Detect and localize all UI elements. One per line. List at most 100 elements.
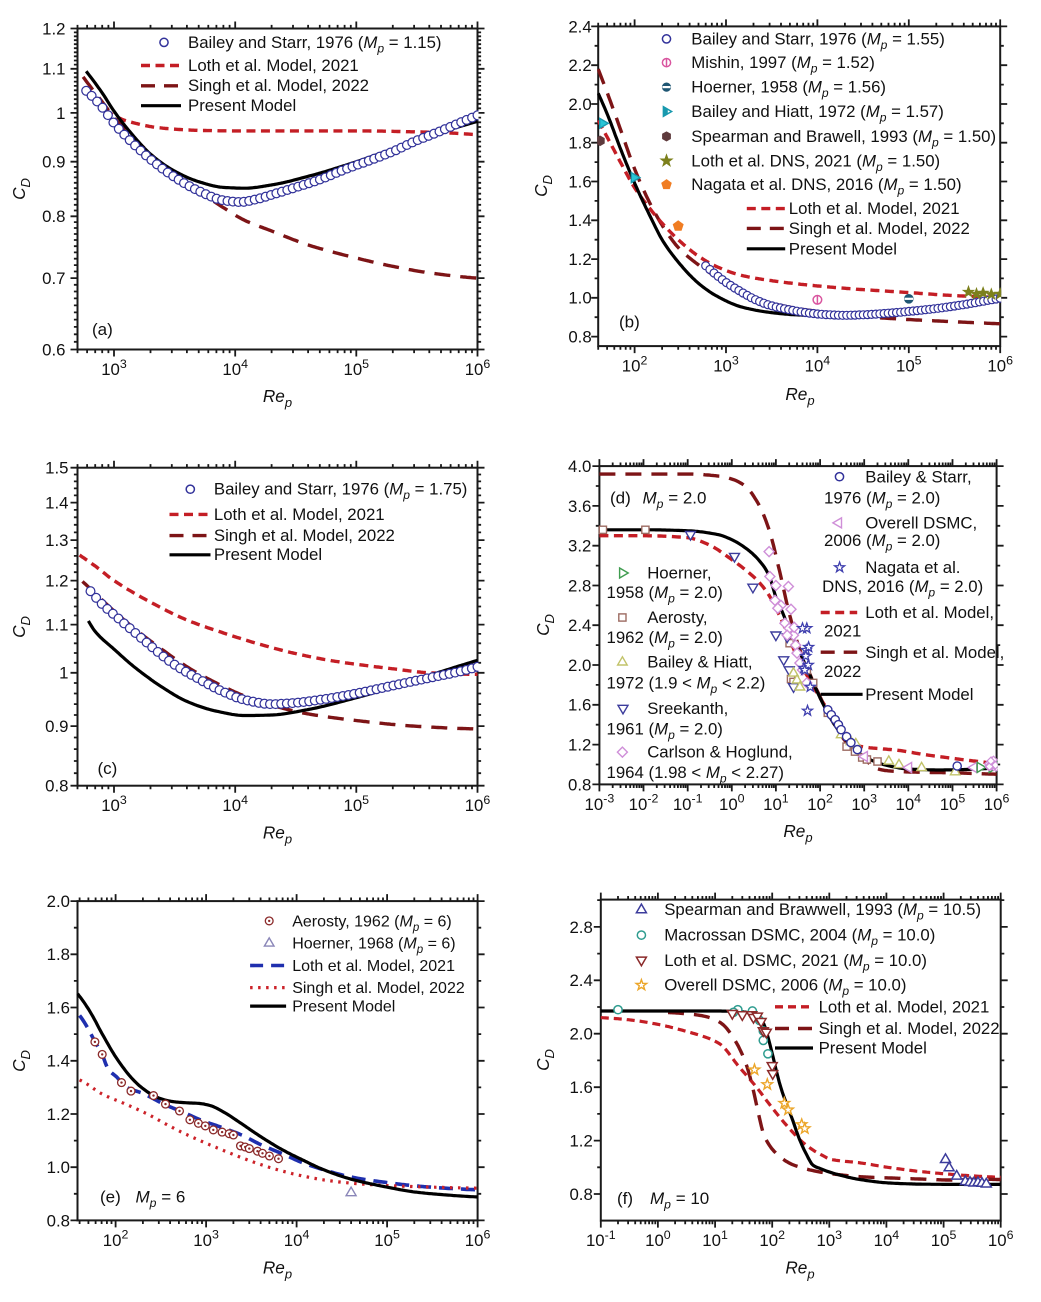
svg-text:Mp = 6: Mp = 6	[136, 1188, 186, 1211]
svg-text:0.8: 0.8	[45, 777, 68, 796]
svg-text:Sreekanth,: Sreekanth,	[647, 699, 728, 718]
svg-text:(c): (c)	[98, 759, 118, 778]
svg-text:Present Model: Present Model	[865, 685, 973, 704]
svg-text:Hoerner, 1968 (Mp = 6): Hoerner, 1968 (Mp = 6)	[292, 936, 455, 957]
svg-text:1.5: 1.5	[45, 459, 68, 478]
svg-text:1.0: 1.0	[47, 1158, 70, 1177]
svg-text:2.0: 2.0	[568, 95, 591, 114]
svg-text:1: 1	[56, 104, 65, 123]
svg-text:1.2: 1.2	[47, 1105, 70, 1124]
svg-text:Bailey and Starr, 1976 (Mp = 1: Bailey and Starr, 1976 (Mp = 1.75)	[214, 480, 468, 503]
svg-text:Aerosty,: Aerosty,	[647, 608, 707, 627]
svg-text:2021: 2021	[824, 621, 861, 640]
svg-text:Bailey & Hiatt,: Bailey & Hiatt,	[647, 653, 752, 672]
svg-text:2022: 2022	[824, 662, 861, 681]
svg-text:2.4: 2.4	[568, 616, 591, 635]
svg-text:1.1: 1.1	[42, 60, 65, 79]
svg-text:(f): (f)	[617, 1189, 633, 1208]
svg-text:Macrossan DSMC, 2004 (Mp = 10.: Macrossan DSMC, 2004 (Mp = 10.0)	[664, 926, 935, 949]
svg-text:Singh et al. Model, 2022: Singh et al. Model, 2022	[819, 1019, 1000, 1038]
svg-text:0.6: 0.6	[42, 340, 65, 359]
svg-text:1: 1	[59, 664, 68, 683]
svg-text:0.9: 0.9	[42, 153, 65, 172]
svg-text:Nagata et al. DNS, 2016 (Mp =: Nagata et al. DNS, 2016 (Mp = 1.50)	[691, 175, 961, 198]
svg-text:0.8: 0.8	[47, 1211, 70, 1230]
svg-text:Singh et al. Model, 2022: Singh et al. Model, 2022	[188, 76, 369, 95]
svg-text:Singh et al. Model, 2022: Singh et al. Model, 2022	[789, 219, 970, 238]
svg-text:Singh et al. Model, 2022: Singh et al. Model, 2022	[214, 526, 395, 545]
svg-text:Spearman and Brawell, 1993 (Mp: Spearman and Brawell, 1993 (Mp = 1.50)	[691, 127, 996, 150]
svg-text:Loth et al. Model, 2021: Loth et al. Model, 2021	[789, 199, 960, 218]
svg-text:0.8: 0.8	[42, 207, 65, 226]
svg-text:0.8: 0.8	[568, 328, 591, 347]
svg-text:1.6: 1.6	[47, 998, 70, 1017]
svg-text:Loth et al. Model,: Loth et al. Model,	[865, 603, 994, 622]
svg-text:2.4: 2.4	[568, 17, 591, 36]
svg-text:Present Model: Present Model	[292, 999, 395, 1016]
svg-text:2.2: 2.2	[568, 56, 591, 75]
svg-text:Overell DSMC,: Overell DSMC,	[865, 514, 977, 533]
svg-text:(e): (e)	[100, 1188, 121, 1207]
svg-text:1.6: 1.6	[568, 172, 591, 191]
svg-text:1.6: 1.6	[568, 696, 591, 715]
svg-text:(a): (a)	[92, 320, 113, 339]
svg-text:2.8: 2.8	[569, 918, 592, 937]
svg-text:Present Model: Present Model	[789, 239, 897, 258]
svg-text:3.2: 3.2	[568, 537, 591, 556]
svg-text:0.7: 0.7	[42, 269, 65, 288]
svg-text:DNS, 2016 (Mp = 2.0): DNS, 2016 (Mp = 2.0)	[822, 577, 983, 600]
svg-text:1.3: 1.3	[45, 531, 68, 550]
svg-text:1.2: 1.2	[568, 736, 591, 755]
svg-text:Loth et al. DSMC, 2021 (Mp = 1: Loth et al. DSMC, 2021 (Mp = 10.0)	[664, 951, 927, 974]
svg-text:Loth et al. Model, 2021: Loth et al. Model, 2021	[188, 56, 359, 75]
svg-text:1.2: 1.2	[569, 1132, 592, 1151]
svg-text:Present Model: Present Model	[188, 96, 296, 115]
svg-text:1961 (Mp = 2.0): 1961 (Mp = 2.0)	[607, 719, 723, 742]
svg-text:1.1: 1.1	[45, 616, 68, 635]
svg-text:Spearman and Brawwell, 1993 (M: Spearman and Brawwell, 1993 (Mp = 10.5)	[664, 900, 981, 923]
svg-text:4.0: 4.0	[568, 457, 591, 476]
svg-text:0.9: 0.9	[45, 717, 68, 736]
svg-text:Mp = 2.0: Mp = 2.0	[643, 489, 707, 512]
svg-text:Loth et al. Model, 2021: Loth et al. Model, 2021	[292, 958, 455, 975]
svg-text:1.8: 1.8	[47, 945, 70, 964]
svg-text:Bailey and Starr, 1976 (Mp = 1: Bailey and Starr, 1976 (Mp = 1.15)	[188, 33, 442, 56]
svg-text:Mishin, 1997 (Mp = 1.52): Mishin, 1997 (Mp = 1.52)	[691, 53, 875, 76]
svg-text:Carlson & Hoglund,: Carlson & Hoglund,	[647, 743, 793, 762]
svg-text:1.4: 1.4	[47, 1052, 70, 1071]
svg-text:1972 (1.9 < Mp < 2.2): 1972 (1.9 < Mp < 2.2)	[607, 674, 766, 697]
svg-text:Present Model: Present Model	[819, 1039, 927, 1058]
svg-text:1976 (Mp = 2.0): 1976 (Mp = 2.0)	[824, 488, 940, 511]
svg-text:1.6: 1.6	[569, 1078, 592, 1097]
svg-text:Singh et al. Model,: Singh et al. Model,	[865, 643, 1004, 662]
svg-text:1.0: 1.0	[568, 289, 591, 308]
svg-text:2.0: 2.0	[47, 892, 70, 911]
svg-text:Aerosty, 1962 (Mp = 6): Aerosty, 1962 (Mp = 6)	[292, 914, 452, 935]
svg-text:3.6: 3.6	[568, 497, 591, 516]
svg-text:Bailey and Starr, 1976 (Mp = 1: Bailey and Starr, 1976 (Mp = 1.55)	[691, 30, 945, 53]
svg-text:2.0: 2.0	[569, 1025, 592, 1044]
svg-text:1.4: 1.4	[568, 211, 591, 230]
svg-text:Hoerner,: Hoerner,	[647, 564, 711, 583]
svg-text:Loth et al. Model, 2021: Loth et al. Model, 2021	[819, 997, 990, 1016]
svg-text:1962 (Mp = 2.0): 1962 (Mp = 2.0)	[607, 628, 723, 651]
svg-text:1964 (1.98 < Mp < 2.27): 1964 (1.98 < Mp < 2.27)	[607, 763, 784, 786]
svg-text:1958 (Mp = 2.0): 1958 (Mp = 2.0)	[607, 583, 723, 606]
svg-text:1.2: 1.2	[45, 572, 68, 591]
svg-text:1.2: 1.2	[568, 250, 591, 269]
svg-text:Present Model: Present Model	[214, 545, 322, 564]
svg-text:Nagata et al.: Nagata et al.	[865, 558, 960, 577]
svg-text:Overell DSMC, 2006 (Mp = 10.0): Overell DSMC, 2006 (Mp = 10.0)	[664, 976, 906, 999]
svg-text:Loth et al. DNS, 2021 (Mp = 1.: Loth et al. DNS, 2021 (Mp = 1.50)	[691, 151, 940, 174]
svg-text:Mp = 10: Mp = 10	[650, 1189, 709, 1212]
svg-text:2.4: 2.4	[569, 971, 592, 990]
svg-text:1.8: 1.8	[568, 134, 591, 153]
svg-text:(b): (b)	[619, 313, 640, 332]
svg-text:1.4: 1.4	[45, 494, 68, 513]
svg-text:Singh et al. Model, 2022: Singh et al. Model, 2022	[292, 980, 465, 997]
svg-text:0.8: 0.8	[569, 1185, 592, 1204]
svg-text:2.8: 2.8	[568, 576, 591, 595]
svg-text:Hoerner, 1958 (Mp = 1.56): Hoerner, 1958 (Mp = 1.56)	[691, 78, 886, 101]
svg-text:0.8: 0.8	[568, 775, 591, 794]
svg-text:(d): (d)	[610, 489, 631, 508]
